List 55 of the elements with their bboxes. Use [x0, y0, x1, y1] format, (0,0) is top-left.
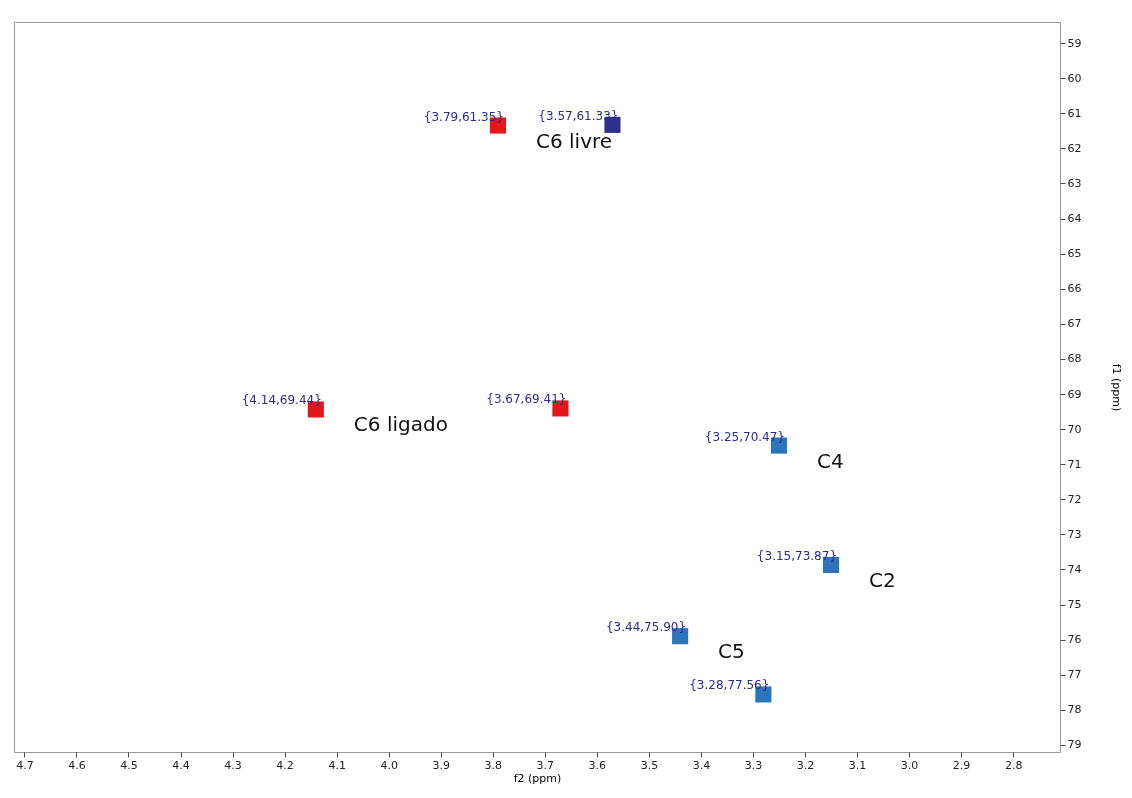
x-tick-label: 3.2 — [796, 758, 815, 772]
data-label: {3.28,77.56} — [689, 678, 770, 693]
y-tick-label: 75 — [1067, 598, 1082, 612]
data-label: {3.67,69.41} — [486, 392, 567, 407]
y-tick-label: 68 — [1067, 352, 1082, 366]
x-tick-label: 2.8 — [1004, 758, 1023, 772]
y-tick-label: 77 — [1067, 668, 1082, 682]
x-tick-label: 3.7 — [536, 758, 555, 772]
y-tick-label: 72 — [1067, 492, 1082, 506]
x-tick-label: 4.4 — [172, 758, 190, 772]
y-tick-label: 74 — [1067, 563, 1082, 576]
x-tick-label: 3.4 — [692, 758, 711, 772]
x-tick-label: 4.1 — [328, 758, 346, 772]
data-label: {3.15,73.87} — [756, 548, 838, 563]
x-tick-label: 3.1 — [848, 758, 867, 772]
x-tick-label: 3.8 — [484, 758, 503, 772]
x-tick-label: 4.2 — [276, 758, 294, 772]
x-tick-label: 2.9 — [952, 758, 971, 772]
annotation: C6 ligado — [353, 412, 448, 437]
x-tick-label: 3.0 — [900, 758, 919, 772]
annotation: C4 — [816, 448, 844, 473]
data-label: {4.14,69.44} — [241, 393, 322, 408]
y-tick-label: 65 — [1067, 247, 1082, 261]
y-tick-label: 71 — [1067, 457, 1082, 471]
y-tick-label: 69 — [1067, 387, 1082, 401]
x-tick-label: 4.0 — [380, 758, 398, 772]
y-axis-title: f1 (ppm) — [1110, 363, 1124, 412]
data-label: {3.44,75.90} — [605, 620, 687, 635]
y-tick-label: 78 — [1067, 703, 1082, 717]
annotation: C2 — [869, 567, 896, 592]
data-label: {3.79,61.35} — [423, 109, 504, 124]
y-tick-label: 76 — [1067, 633, 1082, 647]
y-tick-label: 66 — [1067, 282, 1082, 296]
x-tick-label: 3.9 — [432, 758, 450, 772]
x-tick-label: 3.5 — [640, 758, 659, 772]
y-tick-label: 59 — [1067, 36, 1082, 50]
y-tick-label: 64 — [1067, 212, 1082, 226]
y-tick-label: 70 — [1067, 422, 1082, 436]
x-axis-title: f2 (ppm) — [513, 771, 562, 785]
annotation: C6 livre — [535, 128, 613, 153]
data-label: {3.25,70.47} — [704, 429, 785, 444]
x-tick-label: 4.3 — [224, 758, 242, 772]
y-tick-label: 61 — [1067, 106, 1082, 120]
y-tick-label: 60 — [1067, 71, 1082, 85]
y-tick-label: 79 — [1067, 738, 1082, 752]
x-tick-label: 4.6 — [68, 758, 86, 772]
y-tick-label: 63 — [1067, 176, 1082, 190]
annotation: C5 — [718, 639, 745, 664]
x-tick-label: 4.7 — [16, 758, 34, 772]
x-tick-label: 3.3 — [744, 758, 763, 772]
x-tick-label: 3.6 — [588, 758, 607, 772]
x-tick-label: 4.5 — [120, 758, 138, 772]
y-tick-label: 73 — [1067, 527, 1082, 541]
y-tick-label: 62 — [1067, 141, 1082, 155]
y-tick-label: 67 — [1067, 317, 1082, 331]
